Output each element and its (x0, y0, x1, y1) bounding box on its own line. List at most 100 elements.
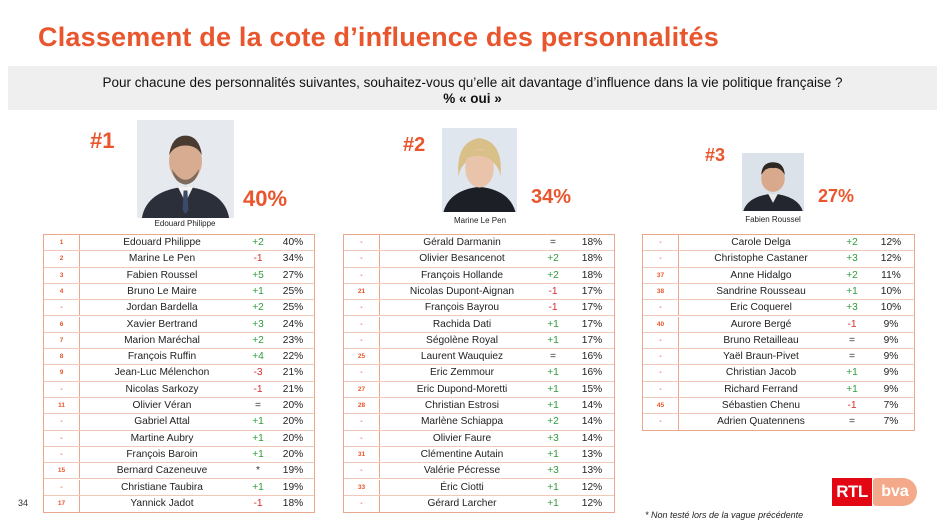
previous-rank-cell: 6 (44, 316, 80, 332)
table-row: - Ségolène Royal +1 17% (344, 332, 614, 350)
previous-rank-cell: 38 (643, 283, 679, 300)
evolution-cell: +1 (547, 400, 559, 411)
name-cell: Aurore Bergé (730, 318, 792, 330)
name-cell: Nicolas Dupont-Aignan (409, 285, 515, 297)
podium-percent-1: 40% (243, 186, 288, 211)
previous-rank-cell: - (344, 332, 380, 349)
percent-cell: 12% (581, 481, 603, 493)
name-cell: Gérald Darmanin (423, 237, 501, 248)
percent-cell: 12% (880, 237, 902, 248)
previous-rank-cell: - (344, 365, 380, 381)
evolution-cell: = (550, 351, 556, 363)
evolution-cell: -1 (847, 318, 857, 330)
table-row: 40 Aurore Bergé -1 9% (643, 316, 914, 333)
name-cell: Sébastien Chenu (721, 400, 801, 411)
name-cell: Marine Le Pen (128, 253, 196, 265)
previous-rank-cell: 15 (44, 463, 80, 479)
name-cell: Bernard Cazeneuve (116, 465, 208, 477)
table-row: 45 Sébastien Chenu -1 7% (643, 398, 914, 415)
percent-cell: 14% (581, 400, 603, 411)
percent-cell: 25% (282, 302, 304, 314)
name-cell: Richard Ferrand (724, 383, 798, 395)
previous-rank-cell: - (643, 332, 679, 349)
name-cell: Christiane Taubira (121, 481, 203, 493)
percent-cell: 27% (282, 269, 304, 281)
evolution-cell: +1 (547, 481, 559, 493)
evolution-cell: +2 (547, 416, 559, 428)
footnote: * Non testé lors de la vague précédente (645, 510, 804, 520)
question-text: Pour chacune des personnalités suivantes… (102, 75, 843, 90)
name-cell: François Hollande (420, 269, 504, 281)
table-row: - Jordan Bardella +2 25% (44, 300, 314, 317)
percent-cell: 18% (581, 269, 603, 281)
name-cell: Xavier Bertrand (126, 318, 198, 330)
percent-cell: 20% (282, 448, 304, 460)
evolution-cell: = (849, 351, 855, 363)
previous-rank-cell: - (344, 300, 380, 316)
table-row: 21 Nicolas Dupont-Aignan -1 17% (344, 283, 614, 301)
table-row: - Rachida Dati +1 17% (344, 316, 614, 333)
percent-cell: 13% (581, 465, 603, 477)
percent-cell: 12% (880, 253, 902, 265)
table-row: - François Baroin +1 20% (44, 446, 314, 464)
previous-rank-cell: 3 (44, 267, 80, 283)
name-cell: Gérard Larcher (427, 497, 497, 509)
table-row: 9 Jean-Luc Mélenchon -3 21% (44, 365, 314, 382)
name-cell: Ségolène Royal (426, 334, 498, 346)
percent-cell: 16% (581, 367, 603, 379)
percent-cell: 40% (282, 237, 304, 248)
evolution-cell: +2 (547, 269, 559, 281)
previous-rank-cell: - (344, 316, 380, 332)
previous-rank-cell: 2 (44, 251, 80, 267)
table-row: - Marlène Schiappa +2 14% (344, 414, 614, 431)
table-row: - Yaël Braun-Pivet = 9% (643, 349, 914, 366)
table-row: - Bruno Retailleau = 9% (643, 332, 914, 350)
previous-rank-cell: - (344, 235, 380, 251)
name-cell: Carole Delga (731, 237, 791, 248)
percent-cell: 12% (581, 497, 603, 509)
table-row: 38 Sandrine Rousseau +1 10% (643, 283, 914, 301)
table-row: 1 Edouard Philippe +2 40% (44, 235, 314, 252)
table-row: - Nicolas Sarkozy -1 21% (44, 381, 314, 398)
table-row: 25 Laurent Wauquiez = 16% (344, 349, 614, 366)
previous-rank-cell: - (44, 479, 80, 495)
evolution-cell: * (256, 465, 260, 477)
previous-rank-cell: - (344, 463, 380, 479)
evolution-cell: +1 (252, 432, 264, 444)
evolution-cell: -1 (548, 302, 558, 314)
previous-rank-cell: - (44, 430, 80, 446)
percent-cell: 25% (282, 285, 304, 297)
evolution-cell: +1 (846, 367, 858, 379)
table-row: - Eric Zemmour +1 16% (344, 365, 614, 382)
table-row: - Valérie Pécresse +3 13% (344, 463, 614, 480)
percent-cell: 19% (282, 481, 304, 493)
podium-percent-3: 27% (818, 186, 855, 206)
table-row: - François Hollande +2 18% (344, 267, 614, 284)
evolution-cell: = (849, 416, 855, 428)
evolution-cell: = (849, 334, 855, 346)
table-row: 15 Bernard Cazeneuve * 19% (44, 463, 314, 480)
evolution-cell: +3 (547, 432, 559, 444)
percent-cell: 21% (282, 383, 304, 395)
previous-rank-cell: - (643, 235, 679, 251)
portrait-caption-1: Edouard Philippe (154, 219, 216, 228)
previous-rank-cell: 45 (643, 398, 679, 414)
name-cell: Valérie Pécresse (423, 465, 501, 477)
table-row: 7 Marion Maréchal +2 23% (44, 332, 314, 350)
percent-cell: 9% (883, 383, 899, 395)
percent-cell: 19% (282, 465, 304, 477)
portrait-caption-2: Marine Le Pen (453, 216, 507, 225)
previous-rank-cell: 33 (344, 479, 380, 495)
name-cell: Éric Ciotti (440, 481, 484, 493)
evolution-cell: +1 (252, 416, 264, 428)
portrait-photo-1 (137, 120, 234, 218)
name-cell: Nicolas Sarkozy (125, 383, 199, 395)
previous-rank-cell: - (44, 414, 80, 430)
percent-cell: 20% (282, 432, 304, 444)
evolution-cell: = (550, 237, 556, 248)
name-cell: Gabriel Attal (134, 416, 190, 428)
name-cell: Eric Coquerel (730, 302, 792, 314)
name-cell: Eric Dupond-Moretti (416, 383, 508, 395)
table-row: 3 Fabien Roussel +5 27% (44, 267, 314, 284)
percent-cell: 22% (282, 351, 304, 363)
